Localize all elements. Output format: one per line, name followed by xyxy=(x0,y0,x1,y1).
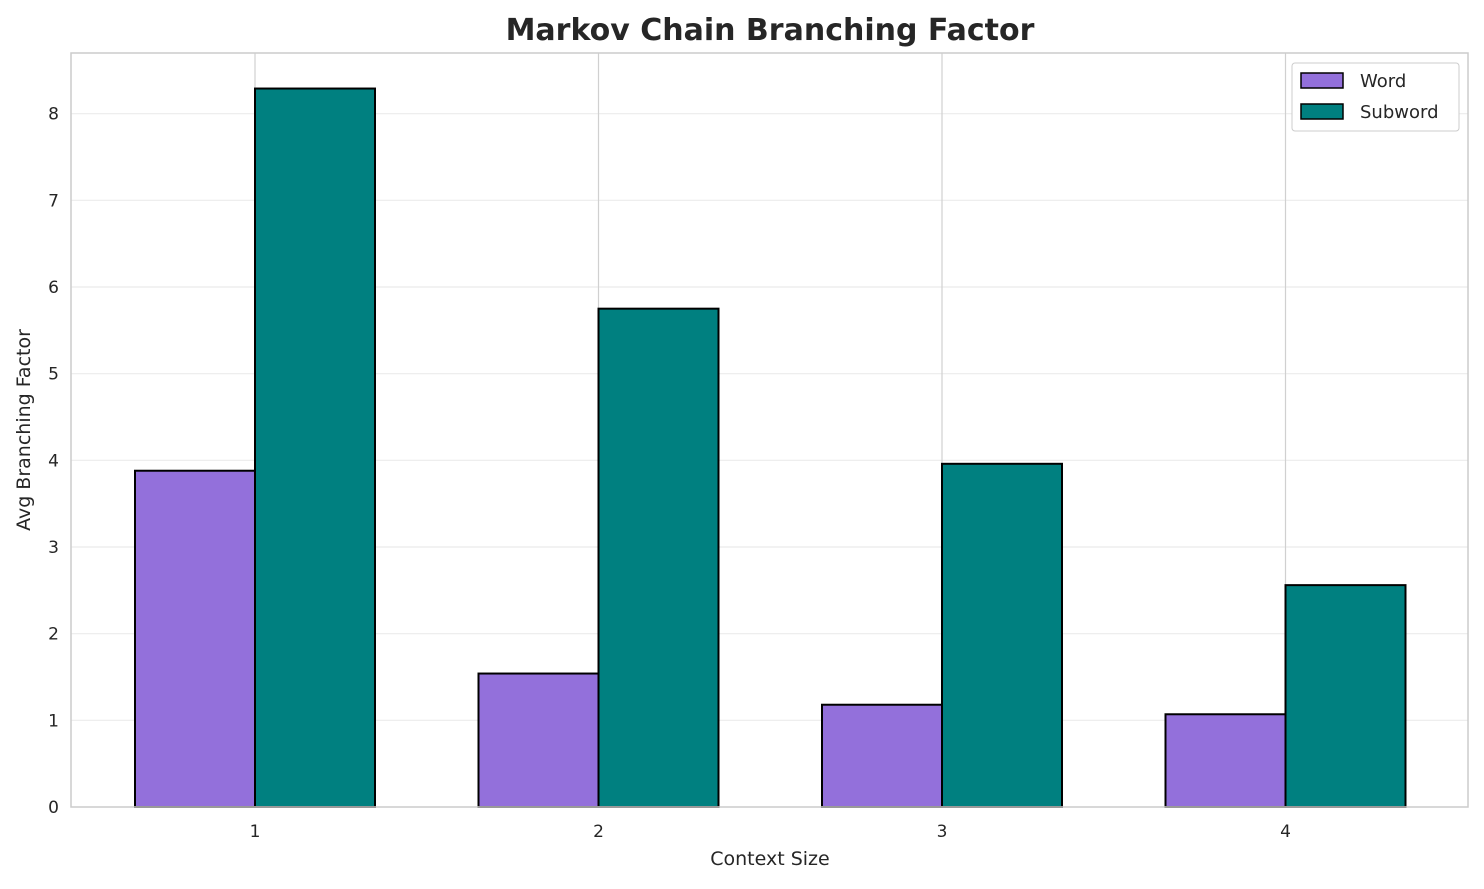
y-tick-label: 4 xyxy=(48,451,59,471)
x-tick-label: 2 xyxy=(593,822,604,842)
plot-frame xyxy=(70,52,1469,808)
y-tick-label: 6 xyxy=(48,278,59,298)
y-tick-label: 3 xyxy=(48,538,59,558)
chart-title: Markov Chain Branching Factor xyxy=(506,13,1035,48)
bar-subword-4 xyxy=(1284,584,1407,809)
x-tick-label: 4 xyxy=(1280,822,1291,842)
y-tick-label: 0 xyxy=(48,798,59,818)
bar-word-2 xyxy=(477,672,600,808)
y-tick-label: 5 xyxy=(48,365,59,385)
y-axis-label: Avg Branching Factor xyxy=(13,329,35,531)
legend-label: Word xyxy=(1360,71,1406,92)
legend-swatch-word xyxy=(1300,72,1344,89)
x-ticks: 1 2 3 4 xyxy=(250,822,1291,842)
legend: Word Subword xyxy=(1291,62,1460,132)
y-ticks: 0 1 2 3 4 5 6 7 8 xyxy=(48,105,59,818)
legend-swatch-subword xyxy=(1300,103,1344,120)
bar-subword-3 xyxy=(941,462,1063,808)
y-tick-label: 2 xyxy=(48,625,59,645)
bar-word-4 xyxy=(1164,713,1287,808)
bar-subword-2 xyxy=(597,307,720,808)
bar-word-1 xyxy=(134,469,256,808)
x-tick-label: 1 xyxy=(250,822,261,842)
y-tick-label: 7 xyxy=(48,191,59,211)
legend-label: Subword xyxy=(1360,102,1439,123)
bar-subword-1 xyxy=(254,87,376,809)
y-tick-label: 1 xyxy=(48,711,59,731)
bars xyxy=(134,87,1407,809)
y-tick-label: 8 xyxy=(48,105,59,125)
x-tick-label: 3 xyxy=(937,822,948,842)
bar-word-3 xyxy=(821,703,943,809)
x-axis-label: Context Size xyxy=(710,848,829,870)
